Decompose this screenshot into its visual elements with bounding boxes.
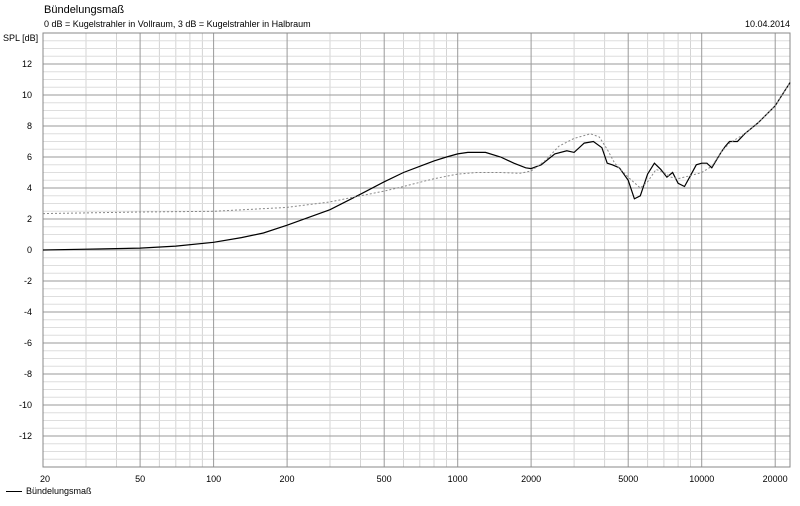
chart-title: Bündelungsmaß xyxy=(44,4,125,16)
x-tick-label: 20000 xyxy=(763,474,788,484)
y-tick-label: -12 xyxy=(19,431,32,441)
x-tick-label: 20 xyxy=(40,474,50,484)
y-tick-label: 4 xyxy=(27,183,32,193)
y-tick-label: 6 xyxy=(27,152,32,162)
series-line-buendelungsmass xyxy=(42,82,791,251)
y-tick-label: -10 xyxy=(19,400,32,410)
legend-swatch xyxy=(6,490,22,492)
y-tick-label: 8 xyxy=(27,121,32,131)
series-line-reference xyxy=(42,82,791,215)
y-tick-label: -4 xyxy=(24,307,32,317)
x-tick-label: 50 xyxy=(135,474,145,484)
x-tick-labels: 20 50 100 200 500 1000 2000 5000 10000 20000 xyxy=(40,474,788,484)
x-tick-label: 2000 xyxy=(521,474,541,484)
y-tick-labels: 12 10 8 6 4 2 0 -2 -4 -6 -8 -10 -12 xyxy=(19,59,32,441)
legend-label: Bündelungsmaß xyxy=(26,486,92,496)
y-tick-label: -8 xyxy=(24,369,32,379)
y-tick-label: 12 xyxy=(22,59,32,69)
x-tick-label: 500 xyxy=(377,474,392,484)
y-tick-label: -6 xyxy=(24,338,32,348)
x-tick-label: 200 xyxy=(280,474,295,484)
chart-subtitle: 0 dB = Kugelstrahler in Vollraum, 3 dB =… xyxy=(44,19,311,29)
legend: Bündelungsmaß xyxy=(6,486,92,496)
x-tick-label: 1000 xyxy=(448,474,468,484)
x-tick-label: 5000 xyxy=(618,474,638,484)
y-tick-label: 10 xyxy=(22,90,32,100)
series-layer xyxy=(42,82,791,251)
y-tick-label: 2 xyxy=(27,214,32,224)
x-tick-label: 10000 xyxy=(689,474,714,484)
y-tick-label: 0 xyxy=(27,245,32,255)
x-tick-label: 100 xyxy=(206,474,221,484)
y-tick-label: -2 xyxy=(24,276,32,286)
chart-date: 10.04.2014 xyxy=(744,19,790,29)
y-axis-label: SPL [dB] xyxy=(3,33,39,43)
